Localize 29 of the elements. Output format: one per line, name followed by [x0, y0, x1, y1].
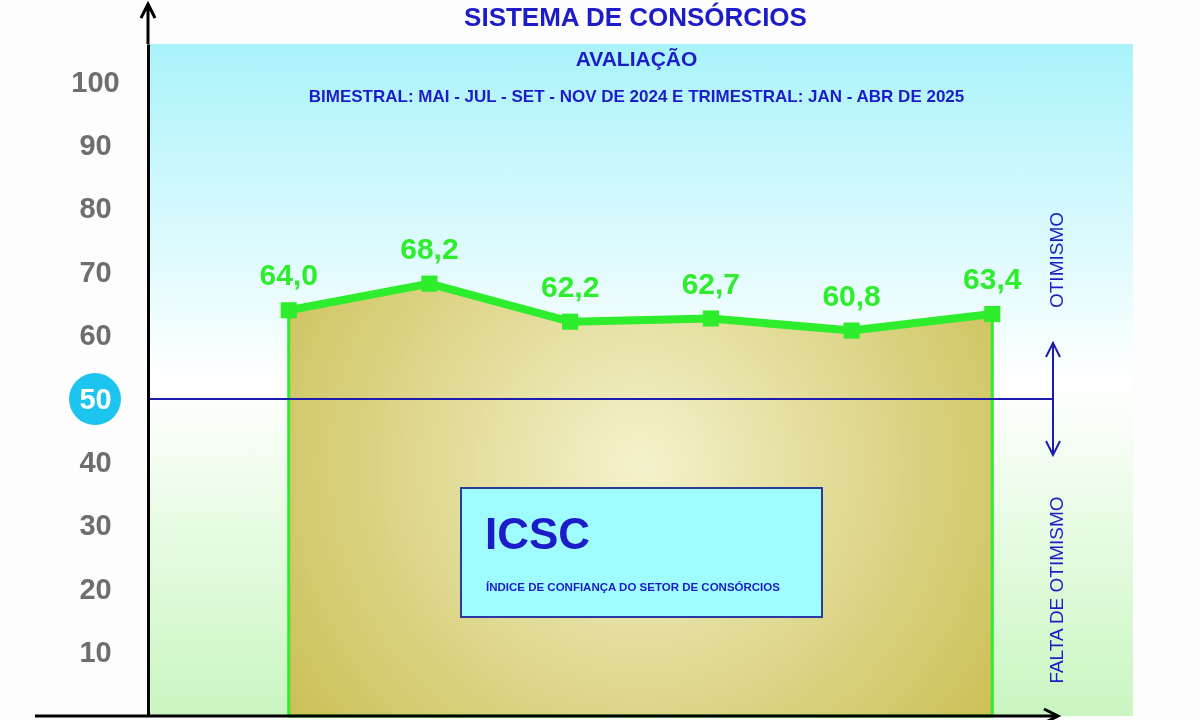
text: AVALIAÇÃO [575, 47, 698, 70]
y-tick-label: 90 [79, 128, 112, 161]
y-tick-label: 20 [79, 572, 112, 605]
y-tick-label: 70 [79, 255, 112, 288]
annotation: ÍNDICE DE CONFIANÇA DO SETOR DE CONSÓRCIOS [486, 581, 781, 593]
data-label: 64,0 [259, 258, 318, 292]
text: BIMESTRAL: MAI - JUL - SET - NOV DE 2024 E TRIMESTRAL: JAN - ABR DE 2025 [308, 87, 965, 106]
point [421, 275, 438, 292]
data-label: 62,7 [681, 266, 741, 300]
y-tick-label: 60 [79, 319, 112, 352]
y-tick-label: 40 [79, 445, 112, 478]
point [843, 322, 860, 339]
data-label: 63,4 [963, 262, 1022, 296]
y-tick-label: 50 [79, 382, 112, 415]
point [702, 310, 719, 327]
y-tick-label: 30 [79, 509, 112, 542]
point [984, 306, 1001, 323]
data-label: 68,2 [400, 231, 459, 265]
data-label: 60,8 [822, 278, 881, 312]
annotation: OTIMISMO [1046, 211, 1067, 309]
data-label: 62,2 [540, 269, 600, 303]
annotation: FALTA DE OTIMISMO [1046, 496, 1067, 684]
point [280, 302, 297, 319]
annotation: ICSC [485, 509, 591, 558]
chart-title: SISTEMA DE CONSÓRCIOS [464, 2, 807, 32]
y-tick-label: 80 [79, 192, 112, 225]
y-tick-label: 10 [79, 636, 112, 669]
y-tick-label: 100 [71, 65, 120, 98]
point [562, 313, 579, 330]
